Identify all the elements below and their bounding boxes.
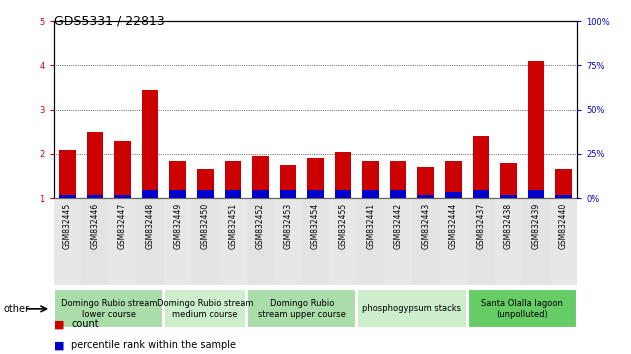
Bar bbox=[280, 190, 296, 198]
Text: GSM832450: GSM832450 bbox=[201, 202, 209, 249]
Bar bbox=[169, 190, 186, 198]
Bar bbox=[390, 190, 406, 198]
Bar bbox=[59, 195, 76, 198]
Bar bbox=[219, 198, 247, 285]
Bar bbox=[357, 289, 466, 329]
Bar bbox=[307, 190, 324, 198]
Bar bbox=[412, 198, 440, 285]
Bar bbox=[473, 136, 489, 198]
Bar bbox=[197, 170, 213, 198]
Bar bbox=[445, 192, 462, 198]
Bar bbox=[86, 132, 103, 198]
Text: GSM832445: GSM832445 bbox=[63, 202, 72, 249]
Bar bbox=[445, 161, 462, 198]
Bar bbox=[302, 198, 329, 285]
Bar bbox=[335, 190, 351, 198]
Bar bbox=[500, 163, 517, 198]
Bar bbox=[109, 198, 136, 285]
Bar bbox=[280, 165, 296, 198]
Bar bbox=[418, 167, 434, 198]
Text: GSM832452: GSM832452 bbox=[256, 202, 265, 249]
Bar bbox=[362, 190, 379, 198]
Bar bbox=[555, 170, 572, 198]
Text: Domingo Rubio stream
lower course: Domingo Rubio stream lower course bbox=[61, 299, 157, 319]
Text: GSM832448: GSM832448 bbox=[146, 202, 155, 249]
Bar bbox=[142, 90, 158, 198]
Text: ■: ■ bbox=[54, 341, 64, 350]
Text: ■: ■ bbox=[54, 319, 64, 329]
Bar bbox=[225, 161, 241, 198]
Bar bbox=[362, 161, 379, 198]
Bar bbox=[384, 198, 412, 285]
Bar bbox=[59, 149, 76, 198]
Bar bbox=[225, 190, 241, 198]
Bar bbox=[390, 161, 406, 198]
Text: Santa Olalla lagoon
(unpolluted): Santa Olalla lagoon (unpolluted) bbox=[481, 299, 563, 319]
Text: Domingo Rubio stream
medium course: Domingo Rubio stream medium course bbox=[157, 299, 254, 319]
Bar bbox=[114, 195, 131, 198]
Bar bbox=[468, 289, 577, 329]
Bar bbox=[467, 198, 495, 285]
Text: GSM832443: GSM832443 bbox=[422, 202, 430, 249]
Bar bbox=[252, 156, 269, 198]
Bar bbox=[522, 198, 550, 285]
Bar bbox=[247, 198, 274, 285]
Text: GSM832451: GSM832451 bbox=[228, 202, 237, 249]
Text: GDS5331 / 22813: GDS5331 / 22813 bbox=[54, 14, 165, 27]
Bar bbox=[357, 198, 384, 285]
Text: GSM832447: GSM832447 bbox=[118, 202, 127, 249]
Bar bbox=[329, 198, 357, 285]
Text: GSM832437: GSM832437 bbox=[476, 202, 485, 249]
Bar bbox=[555, 195, 572, 198]
Text: other: other bbox=[3, 304, 29, 314]
Bar bbox=[440, 198, 467, 285]
Text: GSM832449: GSM832449 bbox=[173, 202, 182, 249]
Bar bbox=[528, 190, 545, 198]
Bar bbox=[418, 195, 434, 198]
Bar bbox=[197, 190, 213, 198]
Text: GSM832446: GSM832446 bbox=[90, 202, 100, 249]
Text: GSM832454: GSM832454 bbox=[311, 202, 320, 249]
Text: count: count bbox=[71, 319, 99, 329]
Bar bbox=[86, 195, 103, 198]
Bar bbox=[169, 161, 186, 198]
Text: GSM832444: GSM832444 bbox=[449, 202, 458, 249]
Bar bbox=[528, 61, 545, 198]
Bar bbox=[473, 190, 489, 198]
Bar bbox=[550, 198, 577, 285]
Bar bbox=[335, 152, 351, 198]
Bar bbox=[136, 198, 164, 285]
Text: percentile rank within the sample: percentile rank within the sample bbox=[71, 341, 236, 350]
Bar bbox=[54, 198, 81, 285]
Text: Domingo Rubio
stream upper course: Domingo Rubio stream upper course bbox=[258, 299, 346, 319]
Bar bbox=[307, 159, 324, 198]
Bar bbox=[164, 198, 191, 285]
Bar bbox=[114, 141, 131, 198]
Text: GSM832441: GSM832441 bbox=[366, 202, 375, 249]
Bar bbox=[274, 198, 302, 285]
Bar bbox=[165, 289, 246, 329]
Bar bbox=[252, 190, 269, 198]
Bar bbox=[247, 289, 357, 329]
Text: GSM832440: GSM832440 bbox=[559, 202, 568, 249]
Bar bbox=[500, 195, 517, 198]
Text: GSM832442: GSM832442 bbox=[394, 202, 403, 249]
Bar bbox=[81, 198, 109, 285]
Bar bbox=[495, 198, 522, 285]
Bar bbox=[142, 190, 158, 198]
Text: GSM832438: GSM832438 bbox=[504, 202, 513, 249]
Text: GSM832439: GSM832439 bbox=[531, 202, 541, 249]
Bar bbox=[191, 198, 219, 285]
Text: GSM832455: GSM832455 bbox=[339, 202, 348, 249]
Text: GSM832453: GSM832453 bbox=[283, 202, 292, 249]
Text: phosphogypsum stacks: phosphogypsum stacks bbox=[362, 304, 461, 313]
Bar bbox=[54, 289, 163, 329]
